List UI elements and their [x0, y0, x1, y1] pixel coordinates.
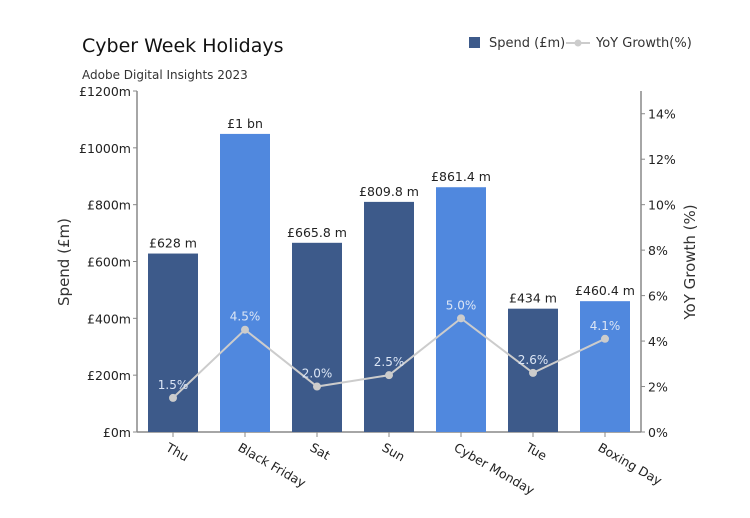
bar-data-label: £861.4 m: [431, 169, 491, 184]
legend-spend-label: Spend (£m): [489, 36, 565, 51]
x-tick-label: Thu: [163, 439, 192, 464]
bar-boxing-day: [580, 301, 630, 432]
y-tick-label: £600m: [87, 255, 131, 270]
legend: Spend (£m) YoY Growth(%): [469, 36, 692, 51]
growth-point: [313, 382, 321, 391]
bar-black-friday: [220, 133, 270, 432]
bar-data-label: £460.4 m: [575, 283, 635, 298]
x-tick-label: Cyber Monday: [452, 440, 538, 498]
growth-point: [169, 393, 177, 402]
growth-point: [385, 371, 393, 380]
y-tick-label: £200m: [87, 368, 131, 383]
y2-tick-label: 10%: [648, 198, 676, 213]
legend-growth-label: YoY Growth(%): [595, 36, 692, 51]
growth-data-label: 2.0%: [302, 367, 333, 381]
bar-sat: [292, 242, 342, 432]
bar-data-label: £1 bn: [227, 116, 263, 131]
legend-growth-marker: [574, 39, 582, 47]
bar-data-label: £434 m: [509, 291, 557, 306]
y-tick-label: £800m: [87, 198, 131, 213]
y-tick-label: £400m: [87, 311, 131, 326]
growth-data-label: 2.6%: [518, 353, 549, 367]
y2-tick-label: 12%: [648, 152, 676, 167]
bar-thu: [148, 253, 198, 432]
growth-point: [241, 325, 249, 334]
y2-axis-label: YoY Growth (%): [681, 204, 699, 320]
y2-tick-label: 0%: [648, 425, 668, 440]
y2-tick-label: 8%: [648, 243, 668, 258]
x-tick-label: Sat: [308, 440, 333, 463]
x-tick-label: Black Friday: [236, 440, 310, 491]
y-tick-label: £1000m: [79, 141, 131, 156]
bar-cyber-monday: [436, 187, 486, 432]
y-tick-label: £0m: [103, 425, 131, 440]
y2-tick-label: 6%: [648, 289, 668, 304]
bar-data-label: £809.8 m: [359, 184, 419, 199]
x-tick-label: Boxing Day: [596, 440, 666, 489]
bar-data-label: £628 m: [149, 236, 197, 251]
y2-tick-label: 4%: [648, 334, 668, 349]
growth-point: [457, 314, 465, 323]
growth-data-label: 5.0%: [446, 298, 477, 312]
chart-title: Cyber Week Holidays: [82, 35, 284, 57]
chart-subtitle: Adobe Digital Insights 2023: [82, 68, 248, 82]
growth-point: [529, 368, 537, 377]
x-tick-label: Tue: [523, 439, 550, 463]
growth-data-label: 2.5%: [374, 355, 405, 369]
legend-spend-swatch: [469, 37, 480, 48]
growth-data-label: 1.5%: [158, 378, 189, 392]
x-tick-label: Sun: [380, 440, 408, 465]
y-axis-label: Spend (£m): [55, 218, 73, 306]
growth-data-label: 4.1%: [590, 319, 621, 333]
y-tick-label: £1200m: [79, 84, 131, 99]
growth-point: [601, 334, 609, 343]
y2-tick-label: 2%: [648, 380, 668, 395]
y2-tick-label: 14%: [648, 107, 676, 122]
bar-data-label: £665.8 m: [287, 225, 347, 240]
bar-sun: [364, 201, 414, 432]
growth-data-label: 4.5%: [230, 310, 261, 324]
